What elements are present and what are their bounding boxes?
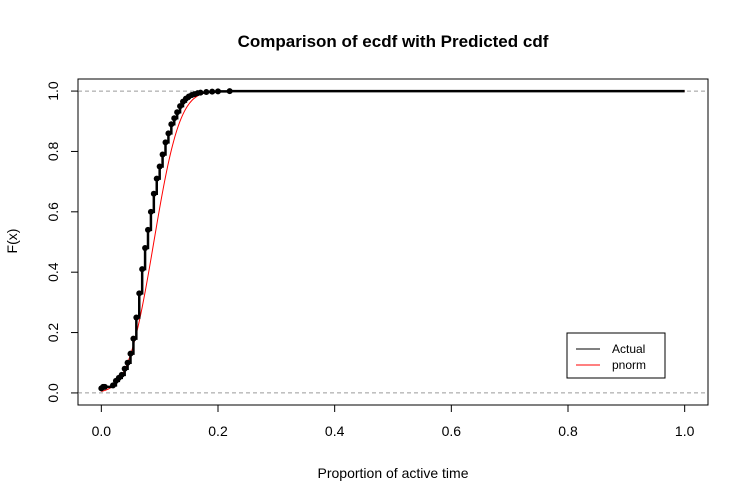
actual-point [159, 151, 166, 158]
actual-point [215, 88, 221, 95]
x-tick-label: 0.2 [208, 423, 228, 439]
actual-point [101, 383, 108, 390]
actual-point [226, 88, 233, 95]
actual-point [174, 109, 181, 116]
legend-box [566, 332, 666, 379]
actual-point [165, 130, 172, 137]
actual-point [171, 115, 178, 122]
x-tick-label: 0.0 [92, 423, 112, 439]
actual-point [162, 139, 169, 146]
actual-point [130, 335, 137, 342]
x-axis-label: Proportion of active time [318, 465, 469, 481]
y-tick-label: 0.2 [45, 323, 61, 343]
x-tick-label: 0.4 [325, 423, 345, 439]
actual-point [121, 365, 128, 372]
actual-point [177, 103, 184, 110]
actual-point [197, 89, 204, 96]
actual-point [139, 266, 146, 273]
actual-point [209, 88, 216, 95]
y-axis-label: F(x) [4, 229, 20, 254]
actual-point [142, 245, 149, 252]
actual-point [156, 163, 163, 170]
actual-point [168, 121, 175, 128]
x-axis: 0.0 0.2 0.4 0.6 0.8 1.0 [92, 404, 695, 439]
actual-point [147, 208, 154, 215]
actual-point [133, 314, 140, 321]
legend-label-actual: Actual [612, 342, 645, 356]
legend: Actual pnorm [566, 332, 666, 379]
actual-point [136, 290, 143, 297]
actual-point [145, 226, 151, 233]
y-tick-label: 0.8 [45, 142, 61, 162]
actual-point [153, 175, 160, 182]
x-tick-label: 0.8 [558, 423, 578, 439]
actual-point [203, 88, 210, 95]
y-tick-label: 0.6 [45, 202, 61, 222]
y-tick-label: 0.0 [45, 383, 61, 403]
actual-point [150, 190, 157, 197]
x-tick-label: 0.6 [442, 423, 462, 439]
actual-point [110, 382, 116, 389]
x-tick-label: 1.0 [675, 423, 695, 439]
chart-title: Comparison of ecdf with Predicted cdf [238, 32, 549, 51]
actual-series [98, 88, 685, 392]
y-axis: 0.0 0.2 0.4 0.6 0.8 1.0 [45, 81, 79, 403]
actual-point [124, 359, 131, 366]
y-tick-label: 1.0 [45, 81, 61, 101]
actual-point [118, 371, 125, 378]
legend-label-pnorm: pnorm [612, 358, 646, 372]
actual-point [127, 350, 134, 357]
y-tick-label: 0.4 [45, 262, 61, 282]
